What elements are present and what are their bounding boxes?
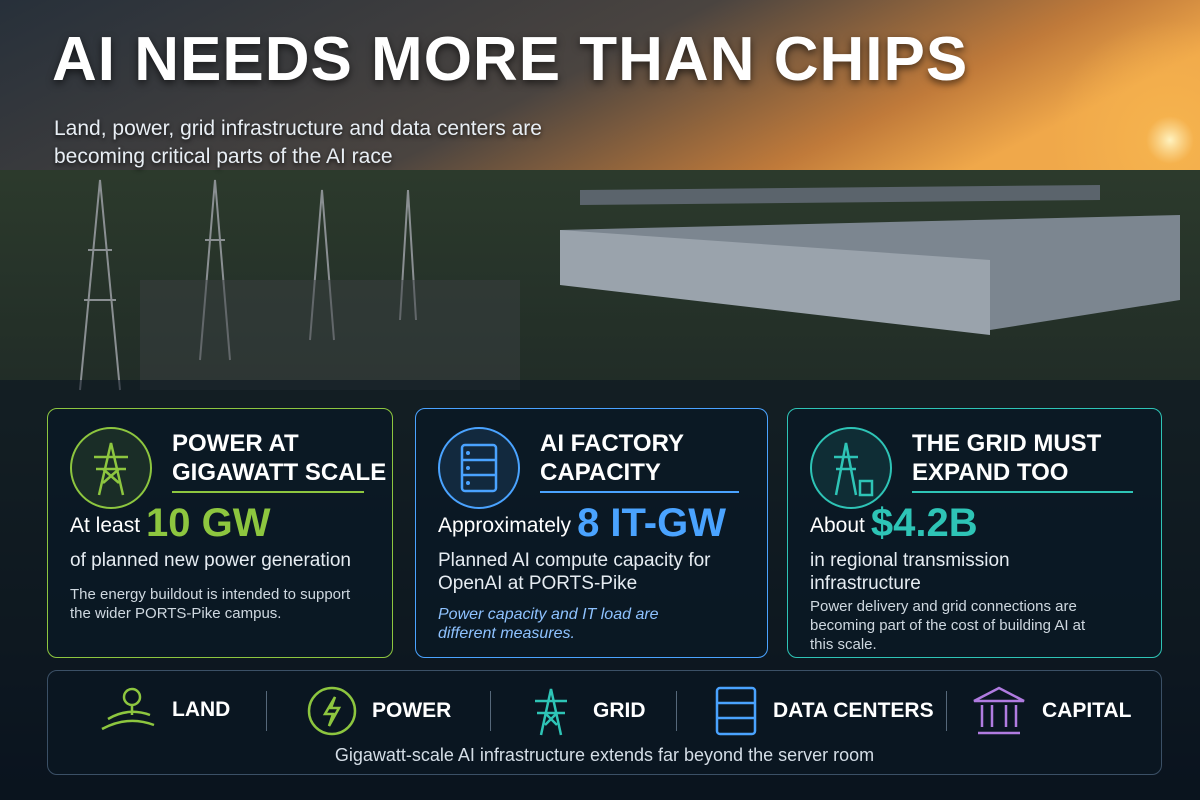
separator bbox=[490, 691, 491, 731]
caption: Gigawatt-scale AI infrastructure extends… bbox=[334, 745, 875, 765]
pillar: POWER bbox=[306, 685, 451, 737]
pillars-bar: LAND POWER GRID DATA CENTERS CAPITAL Gig… bbox=[47, 670, 1162, 775]
server-icon bbox=[438, 427, 520, 509]
grid-icon bbox=[810, 427, 892, 509]
pillar: DATA CENTERS bbox=[713, 685, 934, 737]
card-heading: THE GRID MUST EXPAND TOO bbox=[912, 430, 1102, 486]
note: The energy buildout is intended to suppo… bbox=[70, 586, 351, 622]
description: of planned new power generation bbox=[70, 550, 351, 571]
card-heading: POWER AT GIGAWATT SCALE bbox=[172, 430, 387, 486]
title: AI NEEDS MORE THAN CHIPS bbox=[52, 25, 969, 94]
lead-text: About bbox=[810, 514, 865, 537]
lead: At least 10 GW bbox=[70, 501, 271, 546]
capital-icon bbox=[973, 686, 1025, 735]
divider bbox=[172, 491, 364, 493]
separator bbox=[676, 691, 677, 731]
divider bbox=[540, 491, 739, 493]
card: THE GRID MUST EXPAND TOO About $4.2B in r… bbox=[787, 408, 1162, 658]
lead-text: At least bbox=[70, 514, 141, 537]
pillar-label: CAPITAL bbox=[1042, 699, 1132, 722]
figure: 8 IT-GW bbox=[577, 501, 726, 545]
card: POWER AT GIGAWATT SCALE At least 10 GW of… bbox=[47, 408, 393, 658]
figure: $4.2B bbox=[870, 501, 978, 545]
note: Power delivery and grid connections are … bbox=[810, 598, 1086, 653]
pillar-label: LAND bbox=[172, 698, 231, 721]
pillar: LAND bbox=[98, 685, 230, 735]
note: Power capacity and IT load are different… bbox=[438, 606, 659, 642]
pillar-label: GRID bbox=[593, 699, 646, 722]
pillar: GRID bbox=[523, 685, 646, 737]
divider bbox=[912, 491, 1133, 493]
lead: Approximately 8 IT-GW bbox=[438, 501, 726, 546]
separator bbox=[266, 691, 267, 731]
separator bbox=[946, 691, 947, 731]
lead: About $4.2B bbox=[810, 501, 978, 546]
pillar-label: DATA CENTERS bbox=[773, 699, 934, 722]
subtitle: Land, power, grid infrastructure and dat… bbox=[54, 117, 542, 168]
pillar-label: POWER bbox=[372, 699, 452, 722]
land-icon bbox=[101, 687, 155, 731]
data-center-icon bbox=[715, 686, 757, 736]
description: in regional transmission infrastructure bbox=[810, 550, 1010, 594]
power-icon bbox=[307, 686, 357, 736]
description: Planned AI compute capacity for OpenAI a… bbox=[438, 550, 711, 594]
figure: 10 GW bbox=[146, 501, 271, 545]
lead-text: Approximately bbox=[438, 514, 572, 537]
grid-icon bbox=[535, 688, 567, 736]
tower-icon bbox=[70, 427, 152, 509]
card-heading: AI FACTORY CAPACITY bbox=[540, 430, 684, 486]
pillar: CAPITAL bbox=[970, 685, 1131, 737]
card: AI FACTORY CAPACITY Approximately 8 IT-GW… bbox=[415, 408, 768, 658]
